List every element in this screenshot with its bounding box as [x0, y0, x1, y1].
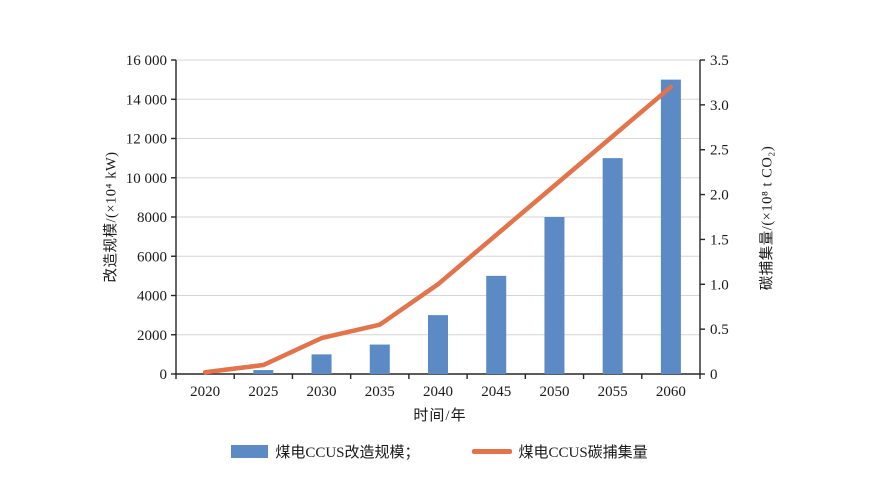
x-axis-tick-label: 2025	[248, 384, 278, 400]
legend-item-bar-series: 煤电CCUS改造规模；	[231, 441, 420, 462]
left-axis-tick-label: 0	[160, 367, 168, 383]
bar-2040	[428, 315, 448, 374]
left-axis-tick-label: 6000	[137, 249, 167, 265]
left-axis-tick-label: 4000	[137, 289, 167, 305]
x-axis-tick-label: 2020	[190, 384, 220, 400]
legend-item-line-series: 煤电CCUS碳捕集量	[471, 441, 648, 462]
right-axis-tick-label: 2.0	[710, 188, 729, 204]
right-axis-tick-label: 1.5	[710, 232, 729, 248]
bar-2045	[486, 275, 507, 374]
right-axis-tick-label: 3.0	[710, 98, 729, 114]
bar-2060	[660, 79, 681, 374]
right-axis-tick-label: 1.0	[710, 277, 729, 293]
line-series-label: 煤电CCUS碳捕集量	[518, 445, 648, 461]
chart-legend: 煤电CCUS改造规模； 煤电CCUS碳捕集量	[0, 441, 879, 462]
right-axis-title: 碳捕集量/(×10⁸ t CO₂)	[759, 145, 776, 291]
right-axis-tick-label: 0.5	[710, 322, 729, 338]
x-axis-tick-label: 2040	[423, 384, 453, 400]
left-axis-tick-label: 16 000	[126, 53, 167, 69]
bar-2055	[602, 158, 623, 374]
x-axis-tick-label: 2045	[481, 384, 511, 400]
bar-2050	[544, 217, 565, 374]
x-axis-tick-label: 2055	[598, 384, 628, 400]
bar-2030	[311, 354, 332, 374]
x-axis-tick-label: 2050	[539, 384, 569, 400]
x-axis-tick-label: 2035	[365, 384, 395, 400]
capture-line	[202, 84, 674, 375]
left-axis-tick-label: 2000	[137, 328, 167, 344]
line-series-swatch	[471, 449, 512, 454]
left-axis-tick-label: 8000	[137, 210, 167, 226]
left-axis-tick-label: 10 000	[126, 171, 167, 187]
x-axis-title: 时间/年	[413, 408, 467, 424]
bar-series-swatch	[231, 445, 269, 458]
bar-2035	[369, 344, 390, 374]
bar-series-label: 煤电CCUS改造规模；	[275, 445, 420, 461]
bar-2025	[253, 370, 274, 374]
x-axis-tick-label: 2030	[307, 384, 337, 400]
left-axis-title: 改造规模/(×10⁴ kW)	[103, 151, 120, 283]
x-axis-tick-label: 2060	[656, 384, 686, 400]
left-axis-tick-label: 14 000	[126, 92, 167, 108]
right-axis-tick-label: 0	[710, 367, 718, 383]
left-axis-tick-label: 12 000	[126, 132, 167, 148]
right-axis-tick-label: 2.5	[710, 143, 729, 159]
right-axis-tick-label: 3.5	[710, 53, 729, 69]
